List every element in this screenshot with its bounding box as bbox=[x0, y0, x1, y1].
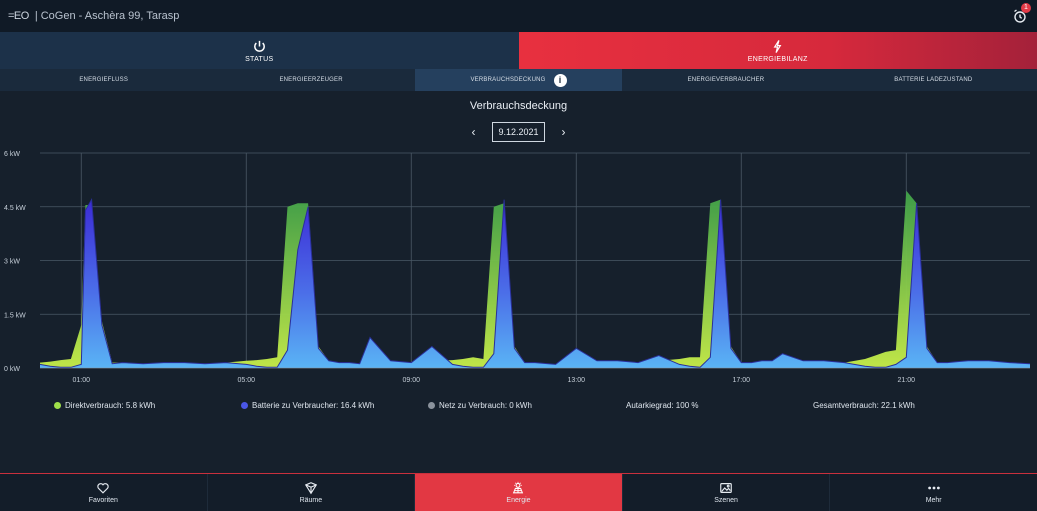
legend-grid: Netz zu Verbrauch: 0 kWh bbox=[428, 401, 532, 410]
bottom-navigation: Favoriten Räume Energie Szenen Mehr bbox=[0, 473, 1037, 511]
nav-energie[interactable]: Energie bbox=[415, 474, 623, 511]
x-tick-label: 01:00 bbox=[72, 377, 90, 384]
info-icon[interactable]: i bbox=[554, 74, 567, 87]
series-batterie-line bbox=[40, 200, 1030, 368]
nav-label: Szenen bbox=[714, 497, 738, 504]
consumption-chart: 0 kW 1.5 kW 3 kW 4.5 kW 6 kW 01:00 05:00 09:00 1… bbox=[0, 145, 1037, 390]
autarky-value: Autarkiegrad: 100 % bbox=[626, 401, 699, 410]
more-icon bbox=[927, 481, 941, 495]
heart-icon bbox=[96, 481, 110, 495]
legend-grid-label: Netz zu Verbrauch: 0 kWh bbox=[439, 401, 532, 410]
page-title: Verbrauchsdeckung bbox=[0, 100, 1037, 112]
x-tick-label: 13:00 bbox=[567, 377, 585, 384]
legend-direct: Direktverbrauch: 5.8 kWh bbox=[54, 401, 155, 410]
nav-raeume[interactable]: Räume bbox=[208, 474, 416, 511]
chart-legend: Direktverbrauch: 5.8 kWh Batterie zu Ver… bbox=[0, 401, 1037, 415]
previous-day-button[interactable]: ‹ bbox=[468, 125, 478, 139]
energiebilanz-tab[interactable]: ENERGIEBILANZ bbox=[519, 32, 1037, 69]
nav-mehr[interactable]: Mehr bbox=[830, 474, 1037, 511]
y-tick-label: 0 kW bbox=[4, 366, 20, 373]
tab-label: ENERGIEERZEUGER bbox=[279, 77, 342, 83]
nav-szenen[interactable]: Szenen bbox=[623, 474, 831, 511]
nav-label: Favoriten bbox=[89, 497, 118, 504]
x-tick-label: 09:00 bbox=[402, 377, 420, 384]
x-tick-label: 17:00 bbox=[732, 377, 750, 384]
y-tick-label: 3 kW bbox=[4, 259, 20, 266]
date-field[interactable]: 9.12.2021 bbox=[492, 122, 544, 142]
notification-badge: 1 bbox=[1021, 3, 1031, 13]
nav-label: Räume bbox=[300, 497, 323, 504]
legend-dot bbox=[241, 402, 248, 409]
tab-label: ENERGIEVERBRAUCHER bbox=[688, 77, 765, 83]
tab-label: VERBRAUCHSDECKUNG bbox=[470, 77, 545, 83]
nav-label: Energie bbox=[506, 497, 530, 504]
y-tick-label: 6 kW bbox=[4, 151, 20, 158]
nav-favoriten[interactable]: Favoriten bbox=[0, 474, 208, 511]
tab-batterie-ladezustand[interactable]: BATTERIE LADEZUSTAND bbox=[830, 69, 1037, 91]
tab-verbrauchsdeckung[interactable]: VERBRAUCHSDECKUNG i bbox=[415, 69, 622, 91]
date-selector: ‹ 9.12.2021 › bbox=[0, 121, 1037, 143]
y-tick-label: 1.5 kW bbox=[4, 312, 26, 319]
autarky-label: Autarkiegrad: 100 % bbox=[626, 401, 699, 410]
status-tab-label: STATUS bbox=[245, 56, 273, 63]
series-batterie-area bbox=[40, 200, 1030, 368]
lightning-icon bbox=[770, 39, 785, 54]
cube-icon bbox=[304, 481, 318, 495]
total-consumption-label: Gesamtverbrauch: 22.1 kWh bbox=[813, 401, 915, 410]
tab-energiefluss[interactable]: ENERGIEFLUSS bbox=[0, 69, 207, 91]
app-title: =EO | CoGen - Aschèra 99, Tarasp bbox=[0, 10, 179, 22]
tab-label: BATTERIE LADEZUSTAND bbox=[894, 77, 972, 83]
x-tick-label: 05:00 bbox=[237, 377, 255, 384]
status-tab[interactable]: STATUS bbox=[0, 32, 519, 69]
x-tick-label: 21:00 bbox=[897, 377, 915, 384]
legend-dot bbox=[54, 402, 61, 409]
series-direktverbrauch-area bbox=[40, 191, 1030, 368]
nav-label: Mehr bbox=[926, 497, 942, 504]
energiebilanz-tab-label: ENERGIEBILANZ bbox=[748, 56, 808, 63]
legend-direct-label: Direktverbrauch: 5.8 kWh bbox=[65, 401, 155, 410]
power-icon bbox=[252, 39, 267, 54]
legend-battery: Batterie zu Verbraucher: 16.4 kWh bbox=[241, 401, 374, 410]
sub-navigation: ENERGIEFLUSS ENERGIEERZEUGER VERBRAUCHSD… bbox=[0, 69, 1037, 91]
legend-battery-label: Batterie zu Verbraucher: 16.4 kWh bbox=[252, 401, 374, 410]
tab-energieverbraucher[interactable]: ENERGIEVERBRAUCHER bbox=[622, 69, 829, 91]
alarm-clock-icon[interactable]: 1 bbox=[1012, 8, 1028, 24]
brand-logo: =EO bbox=[8, 10, 29, 22]
next-day-button[interactable]: › bbox=[559, 125, 569, 139]
total-consumption: Gesamtverbrauch: 22.1 kWh bbox=[813, 401, 915, 410]
location-title: | CoGen - Aschèra 99, Tarasp bbox=[35, 10, 180, 22]
image-icon bbox=[719, 481, 733, 495]
top-bar: =EO | CoGen - Aschèra 99, Tarasp 1 bbox=[0, 0, 1037, 32]
tab-label: ENERGIEFLUSS bbox=[79, 77, 128, 83]
tab-energieerzeuger[interactable]: ENERGIEERZEUGER bbox=[207, 69, 414, 91]
legend-dot bbox=[428, 402, 435, 409]
energy-icon bbox=[511, 481, 525, 495]
mode-switcher: STATUS ENERGIEBILANZ bbox=[0, 32, 1037, 69]
y-tick-label: 4.5 kW bbox=[4, 205, 26, 212]
